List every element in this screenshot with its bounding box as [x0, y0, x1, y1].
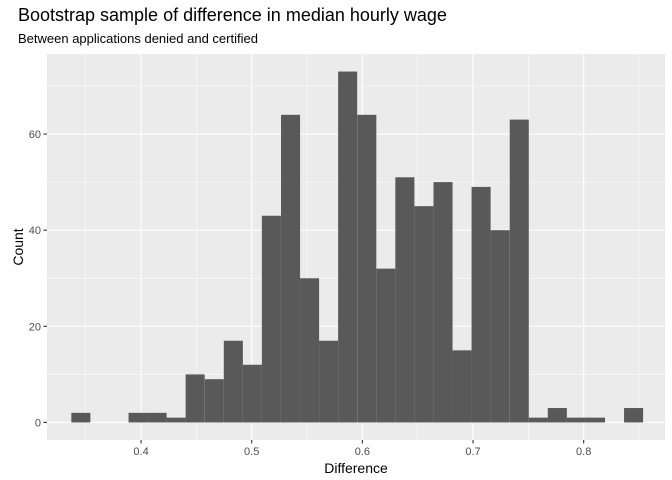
histogram-bar: [471, 186, 491, 423]
histogram-bar: [528, 417, 548, 423]
histogram-bar: [128, 412, 148, 423]
histogram-bar: [452, 350, 472, 423]
histogram-bar: [261, 215, 281, 423]
x-tick-label: 0.8: [576, 446, 591, 458]
y-axis: 0 20 40 60: [29, 129, 47, 429]
x-tick-label: 0.7: [465, 446, 480, 458]
histogram-bar: [166, 417, 186, 423]
histogram-bar: [319, 340, 339, 423]
histogram-bar: [376, 268, 396, 423]
x-tick-label: 0.4: [133, 446, 148, 458]
histogram-bar: [204, 379, 224, 423]
histogram-bars: [71, 71, 644, 423]
histogram-bar: [338, 71, 358, 423]
histogram-bar: [490, 230, 510, 423]
chart-title: Bootstrap sample of difference in median…: [18, 5, 447, 25]
y-tick-label: 60: [29, 129, 41, 141]
histogram-bar: [585, 417, 606, 423]
x-axis-title: Difference: [324, 460, 388, 476]
histogram-bar: [433, 182, 453, 423]
histogram-bar: [71, 412, 91, 423]
histogram-bar: [357, 114, 377, 423]
y-tick-label: 20: [29, 321, 41, 333]
histogram-bar: [566, 417, 586, 423]
y-tick-label: 0: [35, 417, 41, 429]
chart-subtitle: Between applications denied and certifie…: [18, 31, 258, 46]
histogram-bar: [242, 364, 262, 423]
x-tick-label: 0.5: [244, 446, 259, 458]
x-tick-label: 0.6: [355, 446, 370, 458]
histogram-bar: [281, 114, 301, 423]
histogram-bar: [223, 340, 243, 423]
histogram-bar: [395, 177, 415, 423]
y-axis-title: Count: [10, 228, 26, 265]
histogram-bar: [185, 374, 205, 423]
histogram-bar: [147, 412, 167, 423]
histogram-bar: [300, 278, 320, 423]
histogram-bar: [624, 408, 644, 423]
y-tick-label: 40: [29, 225, 41, 237]
histogram-bar: [414, 206, 434, 423]
histogram-bar: [547, 408, 567, 423]
histogram-bar: [509, 119, 529, 423]
x-axis: 0.4 0.5 0.6 0.7 0.8: [133, 440, 591, 458]
